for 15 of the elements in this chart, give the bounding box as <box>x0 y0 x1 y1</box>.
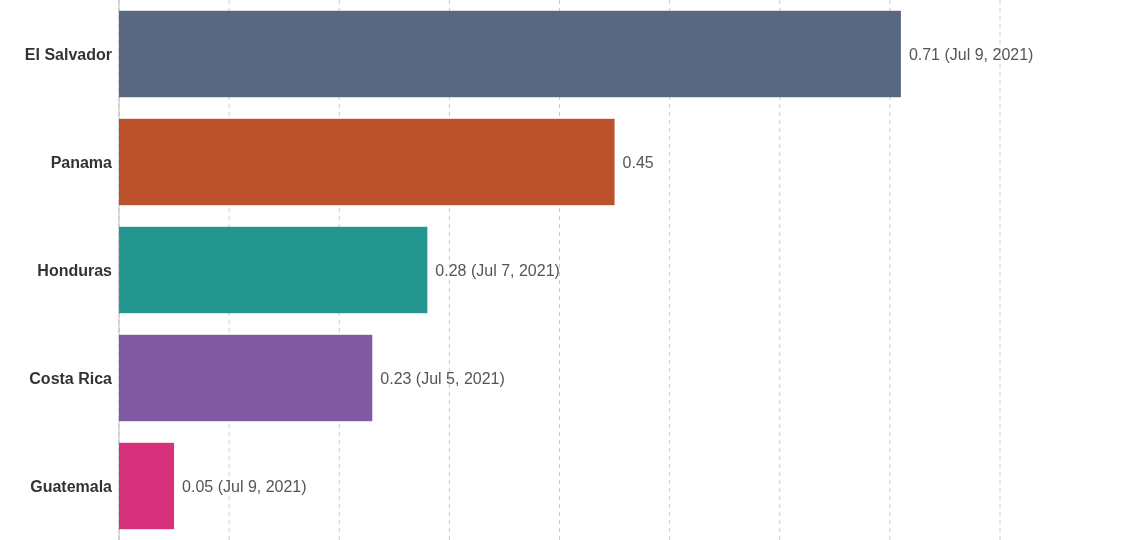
y-tick-label: Honduras <box>37 261 113 279</box>
y-tick-label: El Salvador <box>24 45 112 63</box>
data-label: 0.28 (Jul 7, 2021) <box>435 261 560 279</box>
data-label: 0.05 (Jul 9, 2021) <box>182 477 307 495</box>
bar <box>119 226 428 314</box>
y-tick-label: Guatemala <box>30 477 113 495</box>
y-tick-label: Costa Rica <box>29 369 113 387</box>
bar <box>119 118 615 206</box>
data-label: 0.71 (Jul 9, 2021) <box>908 45 1034 63</box>
data-label: 0.45 <box>622 153 654 171</box>
bar <box>119 334 373 422</box>
bar <box>119 442 175 530</box>
bar <box>119 10 901 98</box>
y-tick-label: Panama <box>50 153 113 171</box>
data-label: 0.23 (Jul 5, 2021) <box>380 369 505 387</box>
